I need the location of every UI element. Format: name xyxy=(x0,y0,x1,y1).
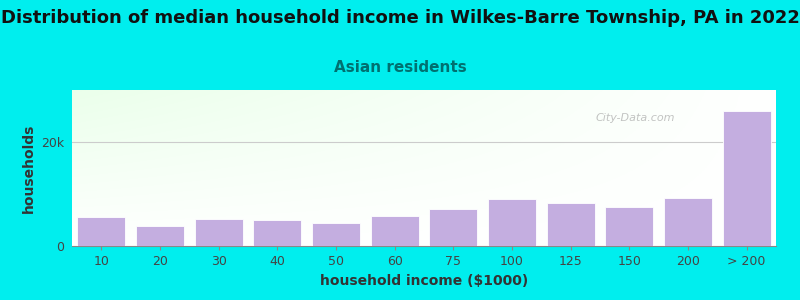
Bar xyxy=(312,223,360,246)
Bar xyxy=(78,218,126,246)
Bar xyxy=(546,203,594,246)
Text: Distribution of median household income in Wilkes-Barre Township, PA in 2022: Distribution of median household income … xyxy=(1,9,799,27)
Bar xyxy=(370,216,418,246)
Bar xyxy=(664,198,712,246)
Text: City-Data.com: City-Data.com xyxy=(595,113,675,123)
Bar xyxy=(254,220,302,246)
Text: Asian residents: Asian residents xyxy=(334,60,466,75)
Bar xyxy=(136,226,184,246)
X-axis label: household income ($1000): household income ($1000) xyxy=(320,274,528,288)
Bar xyxy=(722,111,770,246)
Bar xyxy=(606,207,654,246)
Bar xyxy=(430,208,478,246)
Bar xyxy=(488,199,536,246)
Y-axis label: households: households xyxy=(22,123,36,213)
Bar xyxy=(194,219,242,246)
